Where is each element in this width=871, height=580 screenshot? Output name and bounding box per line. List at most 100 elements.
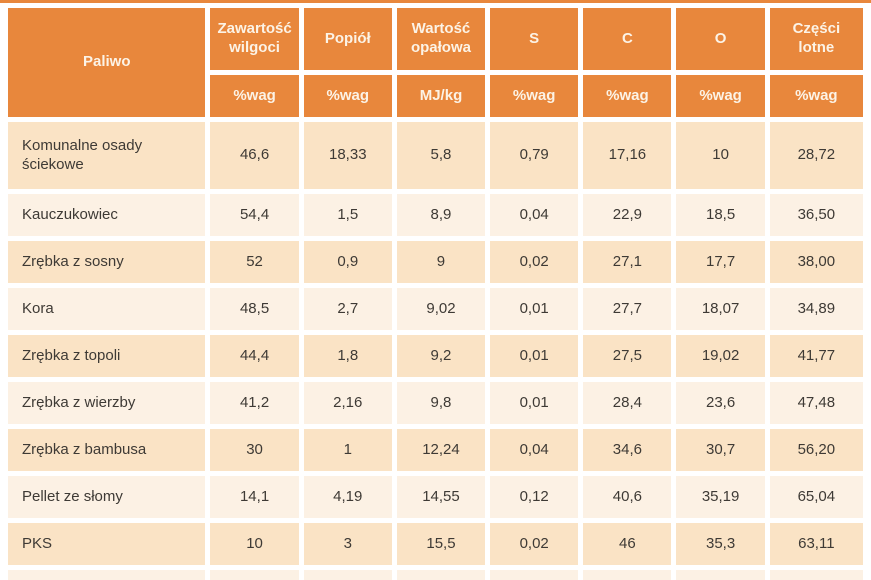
value-cell: 27,1 (583, 241, 672, 283)
column-header-c: C (583, 8, 672, 70)
value-cell (490, 570, 579, 580)
value-cell: 34,89 (769, 288, 863, 330)
value-cell: 8,9 (396, 194, 486, 236)
value-cell: 0,01 (490, 335, 579, 377)
value-cell: 0,01 (490, 382, 579, 424)
value-cell: 9,02 (396, 288, 486, 330)
column-header-zawartosc-wilgoci: Zawartość wilgoci (210, 8, 299, 70)
unit-cell: %wag (583, 75, 672, 117)
table-row: Pellet z łuski (8, 570, 863, 580)
unit-cell: %wag (210, 75, 299, 117)
value-cell (583, 570, 672, 580)
column-header-wartosc-opalowa: Wartość opałowa (396, 8, 486, 70)
value-cell: 0,12 (490, 476, 579, 518)
value-cell: 46,6 (210, 122, 299, 189)
unit-cell: %wag (303, 75, 392, 117)
value-cell: 41,2 (210, 382, 299, 424)
fuel-name-cell: Pellet ze słomy (8, 476, 206, 518)
value-cell: 47,48 (769, 382, 863, 424)
table-row: Zrębka z bambusa 30 1 12,24 0,04 34,6 30… (8, 429, 863, 471)
value-cell: 23,6 (676, 382, 765, 424)
table-row: Zrębka z wierzby 41,2 2,16 9,8 0,01 28,4… (8, 382, 863, 424)
value-cell: 27,7 (583, 288, 672, 330)
value-cell: 1 (303, 429, 392, 471)
table-row: Kora 48,5 2,7 9,02 0,01 27,7 18,07 34,89 (8, 288, 863, 330)
value-cell: 35,3 (676, 523, 765, 565)
value-cell: 9 (396, 241, 486, 283)
value-cell: 2,16 (303, 382, 392, 424)
value-cell: 19,02 (676, 335, 765, 377)
value-cell: 0,04 (490, 194, 579, 236)
fuel-name-cell: Kauczukowiec (8, 194, 206, 236)
value-cell: 12,24 (396, 429, 486, 471)
value-cell: 48,5 (210, 288, 299, 330)
value-cell: 46 (583, 523, 672, 565)
fuel-name-cell: Pellet z łuski (8, 570, 206, 580)
value-cell: 56,20 (769, 429, 863, 471)
value-cell: 0,04 (490, 429, 579, 471)
value-cell (210, 570, 299, 580)
fuel-name-cell: Zrębka z topoli (8, 335, 206, 377)
value-cell: 0,02 (490, 523, 579, 565)
value-cell: 2,7 (303, 288, 392, 330)
value-cell: 9,2 (396, 335, 486, 377)
value-cell: 36,50 (769, 194, 863, 236)
value-cell: 0,02 (490, 241, 579, 283)
value-cell (769, 570, 863, 580)
value-cell: 14,1 (210, 476, 299, 518)
value-cell: 30 (210, 429, 299, 471)
value-cell: 10 (676, 122, 765, 189)
fuel-name-cell: Zrębka z sosny (8, 241, 206, 283)
fuel-properties-table: Paliwo Zawartość wilgoci Popiół Wartość … (3, 3, 868, 580)
value-cell: 0,01 (490, 288, 579, 330)
table-row: Zrębka z sosny 52 0,9 9 0,02 27,1 17,7 3… (8, 241, 863, 283)
table-row: Komunalne osady ściekowe 46,6 18,33 5,8 … (8, 122, 863, 189)
value-cell: 28,72 (769, 122, 863, 189)
table-row: Pellet ze słomy 14,1 4,19 14,55 0,12 40,… (8, 476, 863, 518)
value-cell: 22,9 (583, 194, 672, 236)
table-row: Zrębka z topoli 44,4 1,8 9,2 0,01 27,5 1… (8, 335, 863, 377)
value-cell: 44,4 (210, 335, 299, 377)
table-row: PKS 10 3 15,5 0,02 46 35,3 63,11 (8, 523, 863, 565)
value-cell: 4,19 (303, 476, 392, 518)
value-cell: 1,5 (303, 194, 392, 236)
value-cell: 10 (210, 523, 299, 565)
value-cell: 18,5 (676, 194, 765, 236)
value-cell: 17,16 (583, 122, 672, 189)
value-cell: 17,7 (676, 241, 765, 283)
fuel-name-cell: Zrębka z bambusa (8, 429, 206, 471)
column-header-o: O (676, 8, 765, 70)
unit-cell: %wag (676, 75, 765, 117)
value-cell (676, 570, 765, 580)
column-header-popiol: Popiół (303, 8, 392, 70)
value-cell: 63,11 (769, 523, 863, 565)
column-header-paliwo: Paliwo (8, 8, 206, 117)
header-row-units: %wag %wag MJ/kg %wag %wag %wag %wag (8, 75, 863, 117)
unit-cell: MJ/kg (396, 75, 486, 117)
value-cell: 5,8 (396, 122, 486, 189)
value-cell (303, 570, 392, 580)
value-cell: 34,6 (583, 429, 672, 471)
value-cell: 65,04 (769, 476, 863, 518)
fuel-name-cell: Kora (8, 288, 206, 330)
fuel-name-cell: Zrębka z wierzby (8, 382, 206, 424)
value-cell: 54,4 (210, 194, 299, 236)
fuel-name-cell: PKS (8, 523, 206, 565)
value-cell: 3 (303, 523, 392, 565)
value-cell: 30,7 (676, 429, 765, 471)
unit-cell: %wag (769, 75, 863, 117)
value-cell: 0,9 (303, 241, 392, 283)
value-cell: 40,6 (583, 476, 672, 518)
value-cell: 18,33 (303, 122, 392, 189)
value-cell: 18,07 (676, 288, 765, 330)
column-header-czesci-lotne: Części lotne (769, 8, 863, 70)
value-cell: 1,8 (303, 335, 392, 377)
header-row-labels: Paliwo Zawartość wilgoci Popiół Wartość … (8, 8, 863, 117)
value-cell: 41,77 (769, 335, 863, 377)
table-top-border (0, 0, 871, 3)
unit-cell: %wag (490, 75, 579, 117)
value-cell: 35,19 (676, 476, 765, 518)
value-cell: 9,8 (396, 382, 486, 424)
value-cell: 52 (210, 241, 299, 283)
